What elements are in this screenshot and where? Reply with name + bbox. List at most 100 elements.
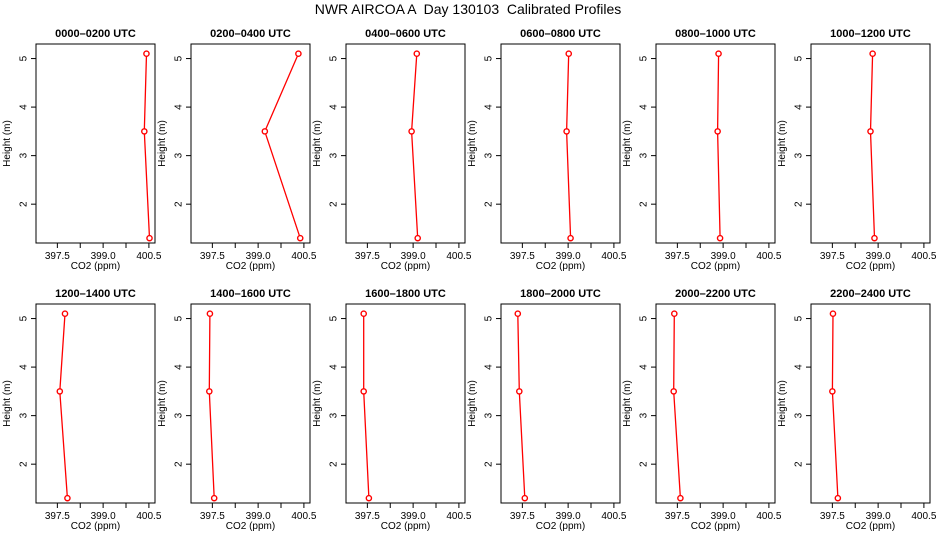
- profile-panel-8: 1600–1800 UTC 397.5 399.0 400.5 2 3 4 5 CO2 (ppm…: [312, 288, 472, 532]
- x-tick-label: 399.0: [866, 511, 891, 522]
- y-tick-label: 2: [329, 461, 340, 467]
- y-axis-label: Height (m): [467, 120, 478, 167]
- y-tick-label: 4: [639, 104, 650, 110]
- x-tick-label: 399.0: [91, 251, 116, 262]
- data-point: [514, 310, 522, 318]
- x-tick-label: 399.0: [711, 251, 736, 262]
- y-tick-label: 5: [174, 55, 185, 61]
- panel-title: 0600–0800 UTC: [520, 28, 601, 40]
- profile-panel-3: 0600–0800 UTC 397.5 399.0 400.5 2 3 4 5 CO2 (ppm…: [467, 28, 627, 272]
- series-line: [869, 53, 876, 239]
- data-point: [567, 234, 574, 242]
- panel-title: 2200–2400 UTC: [830, 288, 911, 300]
- y-tick-label: 2: [639, 461, 650, 467]
- panel-title: 0400–0600 UTC: [365, 28, 446, 40]
- y-axis-label: Height (m): [312, 380, 323, 427]
- x-tick-label: 397.5: [45, 511, 70, 522]
- data-point: [408, 128, 415, 135]
- x-tick-label: 399.0: [556, 251, 581, 262]
- x-axis-label: CO2 (ppm): [691, 261, 740, 272]
- y-axis-label: Height (m): [777, 120, 788, 167]
- y-tick-label: 3: [639, 412, 650, 418]
- x-tick-label: 400.5: [291, 251, 316, 262]
- x-tick-label: 400.5: [911, 251, 936, 262]
- y-tick-label: 2: [639, 201, 650, 207]
- x-tick-label: 397.5: [355, 511, 380, 522]
- plot-frame: [35, 43, 156, 244]
- x-tick-label: 397.5: [665, 511, 690, 522]
- profile-panel-1: 0200–0400 UTC 397.5 399.0 400.5 2 3 4 5 CO2 (ppm…: [157, 28, 317, 272]
- profile-panel-7: 1400–1600 UTC 397.5 399.0 400.5 2 3 4 5 CO2 (ppm…: [157, 288, 317, 532]
- panel-title: 1200–1400 UTC: [55, 288, 136, 300]
- y-tick-label: 5: [484, 315, 495, 321]
- data-point: [715, 50, 722, 58]
- y-tick-label: 4: [484, 364, 495, 370]
- data-point: [829, 310, 837, 318]
- y-tick-label: 2: [174, 201, 185, 207]
- series-line: [831, 313, 839, 499]
- y-tick-label: 2: [329, 201, 340, 207]
- plot-frame: [35, 303, 156, 504]
- x-tick-label: 397.5: [200, 511, 225, 522]
- y-tick-label: 2: [484, 201, 495, 207]
- x-tick-label: 400.5: [291, 511, 316, 522]
- plot-frame: [655, 303, 776, 504]
- y-tick-label: 2: [484, 461, 495, 467]
- x-tick-label: 397.5: [355, 251, 380, 262]
- x-tick-label: 400.5: [446, 251, 471, 262]
- y-tick-label: 5: [639, 55, 650, 61]
- data-point: [671, 310, 678, 318]
- y-tick-label: 5: [19, 55, 30, 61]
- y-tick-label: 3: [794, 152, 805, 158]
- y-tick-label: 5: [484, 55, 495, 61]
- y-tick-label: 2: [19, 461, 30, 467]
- y-tick-label: 2: [19, 201, 30, 207]
- x-tick-label: 397.5: [510, 511, 535, 522]
- data-point: [296, 234, 304, 242]
- x-tick-label: 400.5: [756, 251, 781, 262]
- y-tick-label: 3: [174, 152, 185, 158]
- y-tick-label: 5: [329, 315, 340, 321]
- series-line: [208, 313, 215, 499]
- y-tick-label: 5: [329, 55, 340, 61]
- x-tick-label: 400.5: [601, 251, 626, 262]
- series-line: [673, 313, 682, 499]
- y-axis-label: Height (m): [312, 120, 323, 167]
- plot-frame: [345, 43, 466, 244]
- x-axis-label: CO2 (ppm): [381, 261, 430, 272]
- profile-panel-5: 1000–1200 UTC 397.5 399.0 400.5 2 3 4 5 CO2 (ppm…: [777, 28, 936, 272]
- x-tick-label: 400.5: [446, 511, 471, 522]
- x-tick-label: 399.0: [401, 251, 426, 262]
- y-axis-label: Height (m): [2, 120, 13, 167]
- y-tick-label: 2: [794, 461, 805, 467]
- plot-frame: [345, 303, 466, 504]
- data-point: [141, 128, 148, 135]
- plot-frame: [500, 43, 621, 244]
- y-tick-label: 4: [794, 364, 805, 370]
- panel-title: 2000–2200 UTC: [675, 288, 756, 300]
- data-point: [261, 128, 269, 135]
- data-point: [295, 50, 302, 58]
- profile-panel-9: 1800–2000 UTC 397.5 399.0 400.5 2 3 4 5 CO2 (ppm…: [467, 288, 627, 532]
- data-point: [413, 50, 421, 58]
- x-tick-label: 399.0: [401, 511, 426, 522]
- series-line: [59, 313, 69, 499]
- y-tick-label: 5: [639, 315, 650, 321]
- y-axis-label: Height (m): [157, 380, 168, 427]
- y-tick-label: 4: [19, 364, 30, 370]
- y-tick-label: 4: [174, 104, 185, 110]
- data-point: [365, 494, 373, 502]
- y-tick-label: 2: [174, 461, 185, 467]
- data-point: [871, 234, 878, 242]
- y-tick-label: 4: [484, 104, 495, 110]
- y-axis-label: Height (m): [467, 380, 478, 427]
- series-line: [264, 53, 301, 239]
- panel-title: 1400–1600 UTC: [210, 288, 291, 300]
- y-tick-label: 5: [19, 315, 30, 321]
- y-tick-label: 3: [19, 152, 30, 158]
- profile-panel-11: 2200–2400 UTC 397.5 399.0 400.5 2 3 4 5 CO2 (ppm…: [777, 288, 936, 532]
- profile-panel-2: 0400–0600 UTC 397.5 399.0 400.5 2 3 4 5 CO2 (ppm…: [312, 28, 472, 272]
- data-point: [64, 494, 71, 502]
- data-point: [565, 50, 573, 58]
- y-tick-label: 4: [174, 364, 185, 370]
